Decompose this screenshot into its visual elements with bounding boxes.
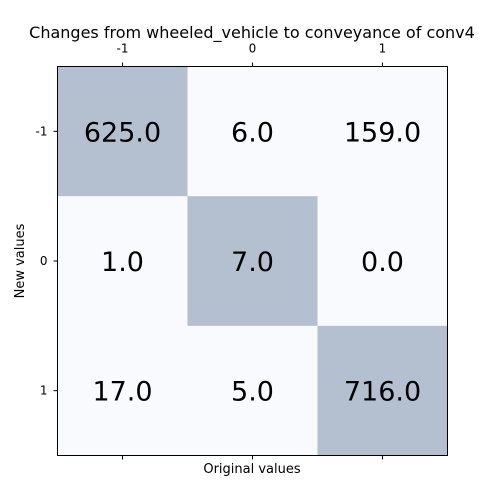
heatmap-cell-r0-c2 — [317, 66, 448, 197]
heatmap-cells — [57, 66, 448, 456]
heatmap-cell-r2-c2 — [317, 325, 448, 456]
y-tick-label-0: -1 — [36, 124, 48, 138]
y-axis-label: New values — [13, 223, 28, 298]
heatmap-cell-r0-c1 — [187, 66, 318, 197]
cell-value-label-r0-c2: 159.0 — [344, 117, 421, 148]
cell-value-label-r0-c1: 6.0 — [231, 117, 274, 148]
cell-value-label-r0-c0: 625.0 — [84, 117, 161, 148]
y-tick-label-1: 0 — [40, 254, 48, 268]
cell-value-label-r2-c1: 5.0 — [231, 377, 274, 408]
heatmap-cell-r1-c2 — [317, 196, 448, 327]
heatmap-cell-labels: 625.0 6.0 159.0 1.0 7.0 0.0 17.0 5.0 716.0 — [84, 117, 421, 407]
cell-value-label-r1-c2: 0.0 — [361, 247, 404, 278]
heatmap-cell-r1-c1 — [187, 196, 318, 327]
x-axis-label: Original values — [203, 462, 301, 477]
heatmap-cell-r2-c1 — [187, 325, 318, 456]
heatmap-cell-r0-c0 — [57, 66, 188, 197]
heatmap-cell-r2-c0 — [57, 325, 188, 456]
cell-value-label-r1-c1: 7.0 — [231, 247, 274, 278]
x-tick-label-0: -1 — [117, 42, 129, 56]
cell-value-label-r2-c0: 17.0 — [92, 377, 152, 408]
chart-title: Changes from wheeled_vehicle to conveyan… — [29, 23, 475, 43]
cell-value-label-r2-c2: 716.0 — [344, 377, 421, 408]
cell-value-label-r1-c0: 1.0 — [101, 247, 144, 278]
x-tick-label-1: 0 — [249, 42, 257, 56]
plot-frame — [57, 66, 448, 456]
axis-ticks: -1 0 1 -1 0 1 — [36, 42, 387, 460]
heatmap-cell-r1-c0 — [57, 196, 188, 327]
y-tick-label-2: 1 — [40, 384, 48, 398]
x-tick-label-2: 1 — [379, 42, 387, 56]
